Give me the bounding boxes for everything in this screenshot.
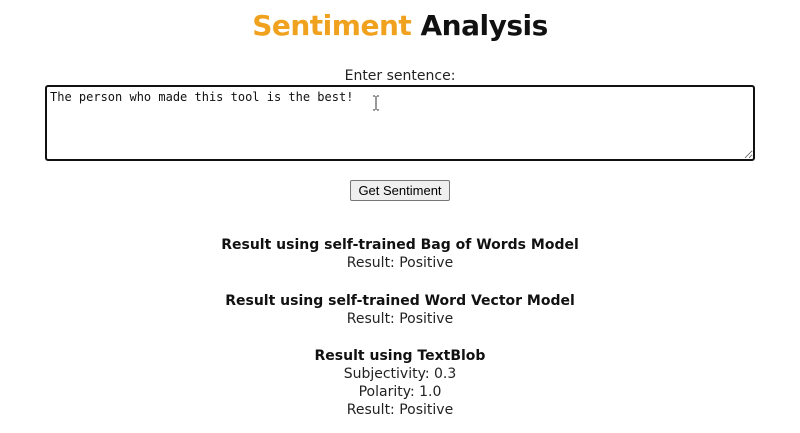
word-vector-result-text: Result: Positive bbox=[346, 311, 454, 327]
sentence-input[interactable]: The person who made this tool is the bes… bbox=[45, 85, 755, 161]
title-rest-word: Analysis bbox=[420, 9, 549, 42]
sentence-input-container: The person who made this tool is the bes… bbox=[45, 85, 755, 161]
title-accent-word: Sentiment bbox=[252, 9, 412, 42]
page-title: Sentiment Analysis bbox=[0, 8, 800, 44]
text-cursor-icon bbox=[373, 95, 379, 111]
textblob-result-text: Result: Positive bbox=[346, 402, 454, 418]
bag-of-words-heading: Result using self-trained Bag of Words M… bbox=[221, 237, 579, 253]
bag-of-words-result-text: Result: Positive bbox=[346, 255, 454, 271]
textblob-heading: Result using TextBlob bbox=[314, 348, 486, 364]
get-sentiment-button[interactable]: Get Sentiment bbox=[350, 180, 450, 201]
word-vector-result: Result using self-trained Word Vector Mo… bbox=[0, 292, 800, 328]
textblob-polarity: Polarity: 1.0 bbox=[358, 384, 442, 400]
word-vector-heading: Result using self-trained Word Vector Mo… bbox=[225, 293, 575, 309]
textblob-result: Result using TextBlob Subjectivity: 0.3 … bbox=[0, 347, 800, 419]
submit-container: Get Sentiment bbox=[0, 180, 800, 201]
bag-of-words-result: Result using self-trained Bag of Words M… bbox=[0, 236, 800, 272]
sentence-input-label: Enter sentence: bbox=[344, 68, 456, 84]
textblob-subjectivity: Subjectivity: 0.3 bbox=[343, 366, 457, 382]
